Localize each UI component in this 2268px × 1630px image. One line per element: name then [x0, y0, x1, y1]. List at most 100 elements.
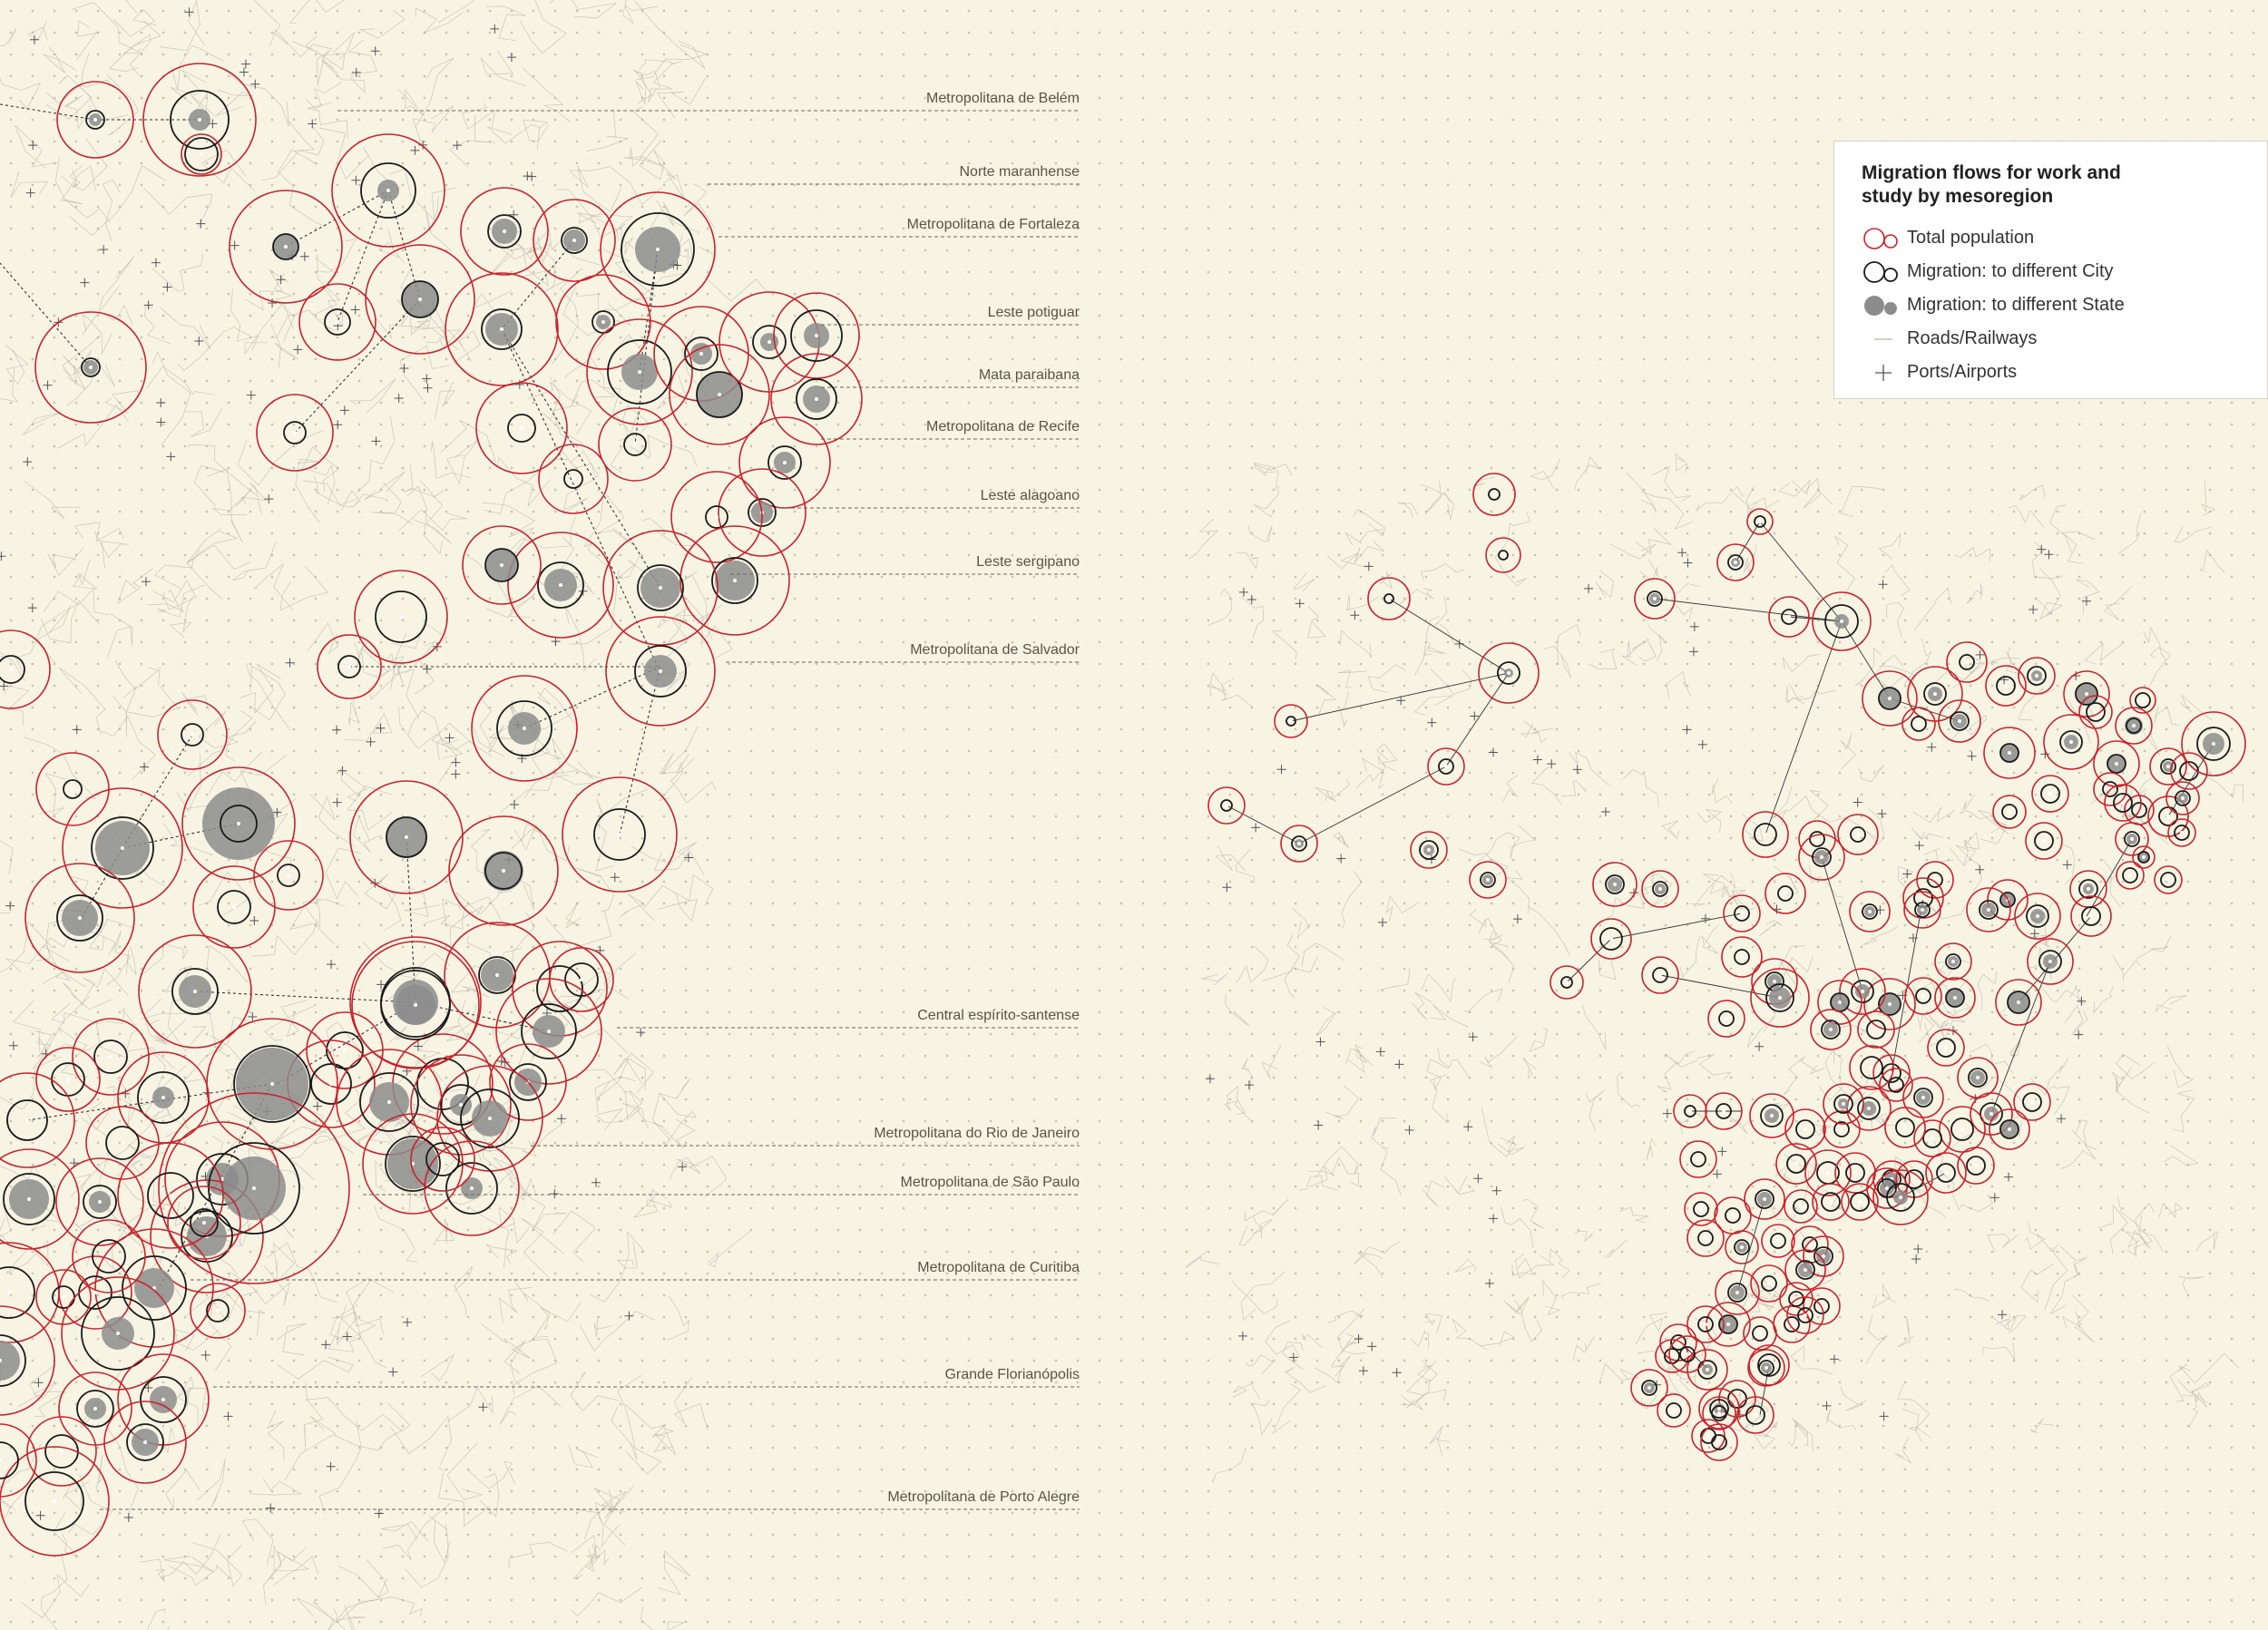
- hub-salvador: [605, 616, 716, 727]
- mesoregion-node: [34, 311, 147, 424]
- overview-mesoregion-node: [1934, 977, 1976, 1019]
- mesoregion-label: Metropolitana de Salvador: [910, 642, 1080, 658]
- mesoregion-node: [549, 947, 614, 1012]
- overview-mesoregion-node: [2129, 687, 2156, 714]
- mesoregion-label: Leste alagoano: [980, 488, 1080, 503]
- legend-title: Migration flows for work and study by me…: [1862, 162, 2121, 207]
- overview-mesoregion-node: [1862, 670, 1918, 727]
- overview-mesoregion-node: [2078, 695, 2113, 729]
- overview-mesoregion-node: [1901, 707, 1936, 741]
- mesoregion-node: [0, 1148, 80, 1250]
- mesoregion-node: [507, 532, 614, 639]
- legend-label: Roads/Railways: [1907, 328, 2038, 348]
- mesoregion-node: [72, 1018, 150, 1096]
- overview-mesoregion-node: [1872, 1169, 1929, 1225]
- road-line-icon: [1874, 337, 1892, 340]
- mesoregion-node: [229, 190, 343, 304]
- overview-mesoregion-node: [2116, 861, 2145, 890]
- overview-mesoregion-node: [1485, 537, 1521, 573]
- overview-mesoregion-node: [1750, 968, 1810, 1028]
- mesoregion-node: [445, 272, 559, 386]
- overview-mesoregion-node: [1657, 1393, 1691, 1428]
- mesoregion-node: [157, 699, 228, 770]
- overview-mesoregion-node: [1798, 834, 1845, 881]
- overview-mesoregion-node: [1879, 1068, 1913, 1102]
- overview-mesoregion-node: [1673, 1094, 1707, 1128]
- overview-mesoregion-node: [1410, 831, 1448, 869]
- overview-mesoregion-node: [1280, 825, 1318, 863]
- overview-mesoregion-node: [1946, 641, 1988, 683]
- overview-mesoregion-node: [1686, 1305, 1725, 1343]
- overview-mesoregion-node: [1775, 1143, 1817, 1185]
- mesoregion-label: Metropolitana de Fortaleza: [906, 217, 1080, 232]
- overview-mesoregion-node: [1469, 861, 1507, 899]
- overview-mesoregion-node: [1691, 1419, 1725, 1453]
- mesoregion-node: [354, 570, 448, 664]
- overview-mesoregion-node: [1810, 1009, 1852, 1050]
- overview-mesoregion-node: [1803, 1235, 1844, 1277]
- mesoregion-node: [331, 133, 445, 248]
- mesoregion-node: [365, 244, 475, 355]
- overview-mesoregion-node: [1549, 965, 1584, 1000]
- legend-item-migration-city: Migration: to different City: [1862, 255, 2240, 288]
- mesoregion-node: [555, 274, 651, 370]
- red-circles-icon: [1863, 227, 1898, 249]
- overview-mesoregion-node: [1934, 942, 1972, 981]
- overview-mesoregion-node: [1684, 1192, 1718, 1226]
- overview-mesoregion-node: [2167, 818, 2196, 847]
- overview-mesoregion-node: [2025, 822, 2063, 860]
- mesoregion-node: [192, 865, 276, 949]
- mesoregion-node: [770, 353, 863, 445]
- mesoregion-node: [35, 752, 110, 826]
- overview-mesoregion-node: [1472, 473, 1516, 516]
- overview-mesoregion-node: [2014, 893, 2061, 940]
- overview-mesoregion-node: [1913, 1119, 1951, 1157]
- overview-mesoregion-node: [1659, 1323, 1697, 1362]
- overview-mesoregion-node: [1846, 1086, 1892, 1131]
- overview-mesoregion-node: [1590, 918, 1632, 960]
- overview-mesoregion-node: [1857, 1010, 1895, 1049]
- overview-mesoregion-node: [1723, 894, 1761, 932]
- mesoregion-node: [72, 1219, 146, 1293]
- legend-item-total-population: Total population: [1862, 221, 2240, 255]
- overview-mesoregion-node: [1927, 1029, 1965, 1067]
- overview-mesoregion-node: [1904, 977, 1942, 1015]
- overview-mesoregion-node: [1784, 1108, 1826, 1150]
- overview-mesoregion-node: [1784, 1189, 1818, 1224]
- overview-mesoregion-node: [1939, 1106, 1986, 1153]
- mesoregion-node: [598, 407, 672, 482]
- overview-mesoregion-node: [1749, 1093, 1794, 1138]
- overview-mesoregion-node: [2027, 938, 2074, 985]
- overview-mesoregion-node: [1995, 979, 2042, 1026]
- overview-mesoregion-node: [2013, 1083, 2051, 1121]
- overview-mesoregion-node: [1902, 1077, 1944, 1118]
- mesoregion-node: [62, 787, 183, 909]
- mesoregion-label: Mata paraibana: [978, 367, 1080, 383]
- legend-item-migration-state: Migration: to different State: [1862, 288, 2240, 322]
- overview-mesoregion-node: [2070, 895, 2112, 937]
- mesoregion-node: [460, 187, 549, 276]
- overview-mesoregion-node: [2031, 775, 2069, 813]
- mesoregion-circles-layer: [0, 63, 2246, 1557]
- overview-mesoregion-node: [1966, 887, 2011, 932]
- overview-mesoregion-node: [1786, 1296, 1824, 1334]
- overview-mesoregion-node: [1641, 956, 1679, 994]
- mesoregion-node: [444, 922, 551, 1029]
- overview-mesoregion-node: [2069, 870, 2107, 908]
- mesoregion-label: Norte maranhense: [959, 164, 1080, 180]
- overview-mesoregion-node: [1592, 862, 1637, 907]
- overview-mesoregion-node: [1970, 1092, 2013, 1136]
- mesoregion-node: [424, 1140, 520, 1236]
- mesoregion-node: [0, 1242, 60, 1343]
- overview-mesoregion-node: [1916, 861, 1954, 899]
- overview-mesoregion-node: [1884, 1107, 1926, 1148]
- overview-mesoregion-node: [2018, 657, 2056, 695]
- mesoregion-node: [670, 471, 763, 563]
- overview-mesoregion-node: [1721, 936, 1763, 978]
- mesoregion-node: [410, 1127, 475, 1192]
- overview-mesoregion-node: [1746, 508, 1774, 535]
- mesoregion-node: [600, 191, 716, 307]
- overview-mesoregion-node: [1736, 1396, 1774, 1434]
- mesoregion-node: [85, 1106, 160, 1180]
